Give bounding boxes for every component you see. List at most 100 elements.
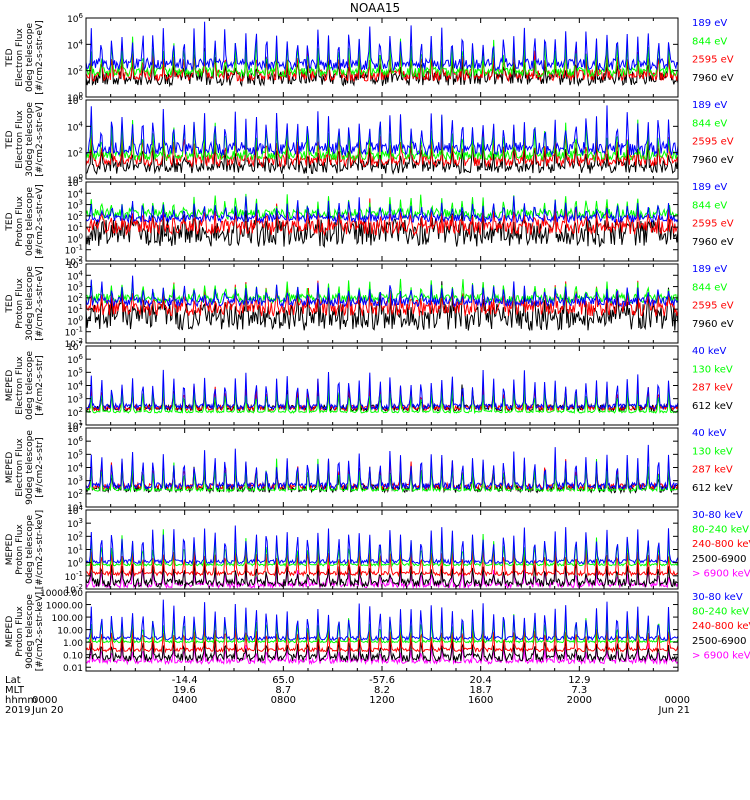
legend-entry: 2595 eV — [692, 301, 734, 312]
y-tick-label: 104 — [67, 187, 83, 200]
y-tick-label: 101 — [67, 419, 83, 432]
series-7960-ev — [86, 133, 678, 175]
series-30-80-kev — [86, 525, 678, 566]
y-tick-label: 105 — [67, 258, 83, 271]
y-tick-label: 100 — [67, 232, 83, 245]
y-axis-label: MEPEDElectron Flux0deg telescope[#/cm2-s… — [5, 351, 45, 421]
legend: 189 eV 844 eV 2595 eV 7960 eV — [692, 100, 734, 166]
series-189-ev — [86, 275, 678, 308]
y-axis-label: TEDProton Flux30deg telescope[#/cm2-s-st… — [5, 266, 45, 341]
legend-entry: 612 keV — [692, 483, 733, 494]
y-tick-label: 10-1 — [65, 570, 83, 583]
legend-entry: 240-800 keV — [692, 621, 750, 632]
y-tick-label: 106 — [67, 94, 83, 107]
panel-2: 100 102 104 106 TEDElectron Flux30deg telesc… — [5, 94, 734, 186]
series-2595-ev — [86, 198, 678, 237]
y-tick-label: 10-2 — [65, 255, 83, 268]
panel-5-series — [86, 369, 678, 415]
y-tick-label: 104 — [67, 269, 83, 282]
y-tick-label: 104 — [67, 462, 83, 475]
y-tick-label: 10.00 — [57, 627, 83, 637]
y-axis-label: MEPEDProton Flux90deg telescope[#/cm2-s-… — [5, 592, 45, 671]
x-tick-label: -14.4 — [172, 675, 198, 686]
panel-6-series — [86, 444, 678, 495]
y-axis-label: MEPEDProton Flux0deg telescope[#/cm2-s-s… — [5, 510, 45, 589]
legend-entry: 189 eV — [692, 264, 727, 275]
x-tick-label: 18.7 — [470, 685, 492, 696]
series-2595-ev — [86, 280, 678, 317]
legend-entry: 2500-6900 — [692, 636, 747, 647]
legend-entry: 189 eV — [692, 100, 727, 111]
series-2500-6900 — [86, 634, 678, 664]
y-tick-label: 105 — [67, 366, 83, 379]
legend-entry: 30-80 keV — [692, 592, 743, 603]
y-tick-label: 106 — [67, 353, 83, 366]
x-tick-label: 65.0 — [272, 675, 294, 686]
panel-7-series — [86, 525, 678, 589]
x-tick-label: 20.4 — [470, 675, 492, 686]
y-tick-label: 100 — [67, 91, 83, 104]
y-tick-label: 104 — [67, 120, 83, 133]
y-tick-label: 1000.00 — [46, 602, 83, 612]
y-tick-label: 104 — [67, 38, 83, 51]
legend-entry: 844 eV — [692, 118, 727, 129]
x-tick-label: 1600 — [468, 695, 493, 706]
y-tick-label: 107 — [67, 422, 83, 435]
y-tick-label: 10-2 — [65, 337, 83, 350]
legend-entry: 189 eV — [692, 182, 727, 193]
legend-entry: 40 keV — [692, 428, 726, 439]
y-ticks: 100 102 104 106 — [67, 12, 678, 104]
y-tick-label: 103 — [67, 475, 83, 488]
y-axis-label: MEPEDElectron Flux90deg telescope[#/cm2-… — [5, 430, 45, 505]
x-tick-label: 7.3 — [571, 685, 587, 696]
x-tick-label: 1200 — [369, 695, 394, 706]
legend-entry: 287 keV — [692, 383, 733, 394]
x-tick-label: 19.6 — [174, 685, 196, 696]
legend-entry: 80-240 keV — [692, 525, 749, 536]
y-tick-label: 101 — [67, 221, 83, 234]
legend-entry: 287 keV — [692, 465, 733, 476]
panels: 100 102 104 106 TEDElectron Flux0deg telesco… — [5, 12, 750, 674]
legend-entry: > 6900 keV — [692, 650, 750, 661]
y-tick-label: 100.00 — [52, 614, 84, 624]
panel-1-series — [86, 21, 678, 88]
legend-entry: 7960 eV — [692, 237, 734, 248]
y-tick-label: 102 — [67, 147, 83, 160]
y-tick-label: 102 — [67, 488, 83, 501]
x-row-label-mlt: MLT — [5, 685, 25, 696]
legend: 40 keV 130 keV 287 keV 612 keV — [692, 428, 733, 494]
y-tick-label: 103 — [67, 517, 83, 530]
y-axis-label: TEDElectron Flux0deg telescope[#/cm2-s-s… — [5, 20, 45, 95]
legend-entry: 80-240 keV — [692, 607, 749, 618]
legend-entry: 7960 eV — [692, 155, 734, 166]
x-tick-label: Jun 20 — [31, 705, 64, 716]
legend-entry: 844 eV — [692, 36, 727, 47]
x-tick-label: 0400 — [172, 695, 197, 706]
legend: 30-80 keV 80-240 keV 240-800 keV 2500-6900 >… — [692, 592, 750, 661]
y-ticks: 100 102 104 106 — [67, 94, 678, 186]
legend: 189 eV 844 eV 2595 eV 7960 eV — [692, 18, 734, 84]
panel-frame — [85, 427, 679, 508]
y-tick-label: 0.01 — [63, 664, 83, 674]
series-189-ev — [86, 105, 678, 158]
x-tick-label: 8.7 — [275, 685, 291, 696]
y-tick-label: 105 — [67, 448, 83, 461]
y-tick-label: 1.00 — [63, 639, 83, 649]
series-240-800-kev — [86, 543, 678, 578]
x-row-label-2019: 2019 — [5, 705, 30, 716]
y-tick-label: 100 — [67, 314, 83, 327]
series-40-kev — [86, 444, 678, 491]
legend-entry: 189 eV — [692, 18, 727, 29]
y-tick-label: 104 — [67, 380, 83, 393]
plot-title: NOAA15 — [350, 1, 400, 15]
series-7960-ev — [86, 46, 678, 88]
legend-entry: 7960 eV — [692, 73, 734, 84]
y-tick-label: 103 — [67, 199, 83, 212]
